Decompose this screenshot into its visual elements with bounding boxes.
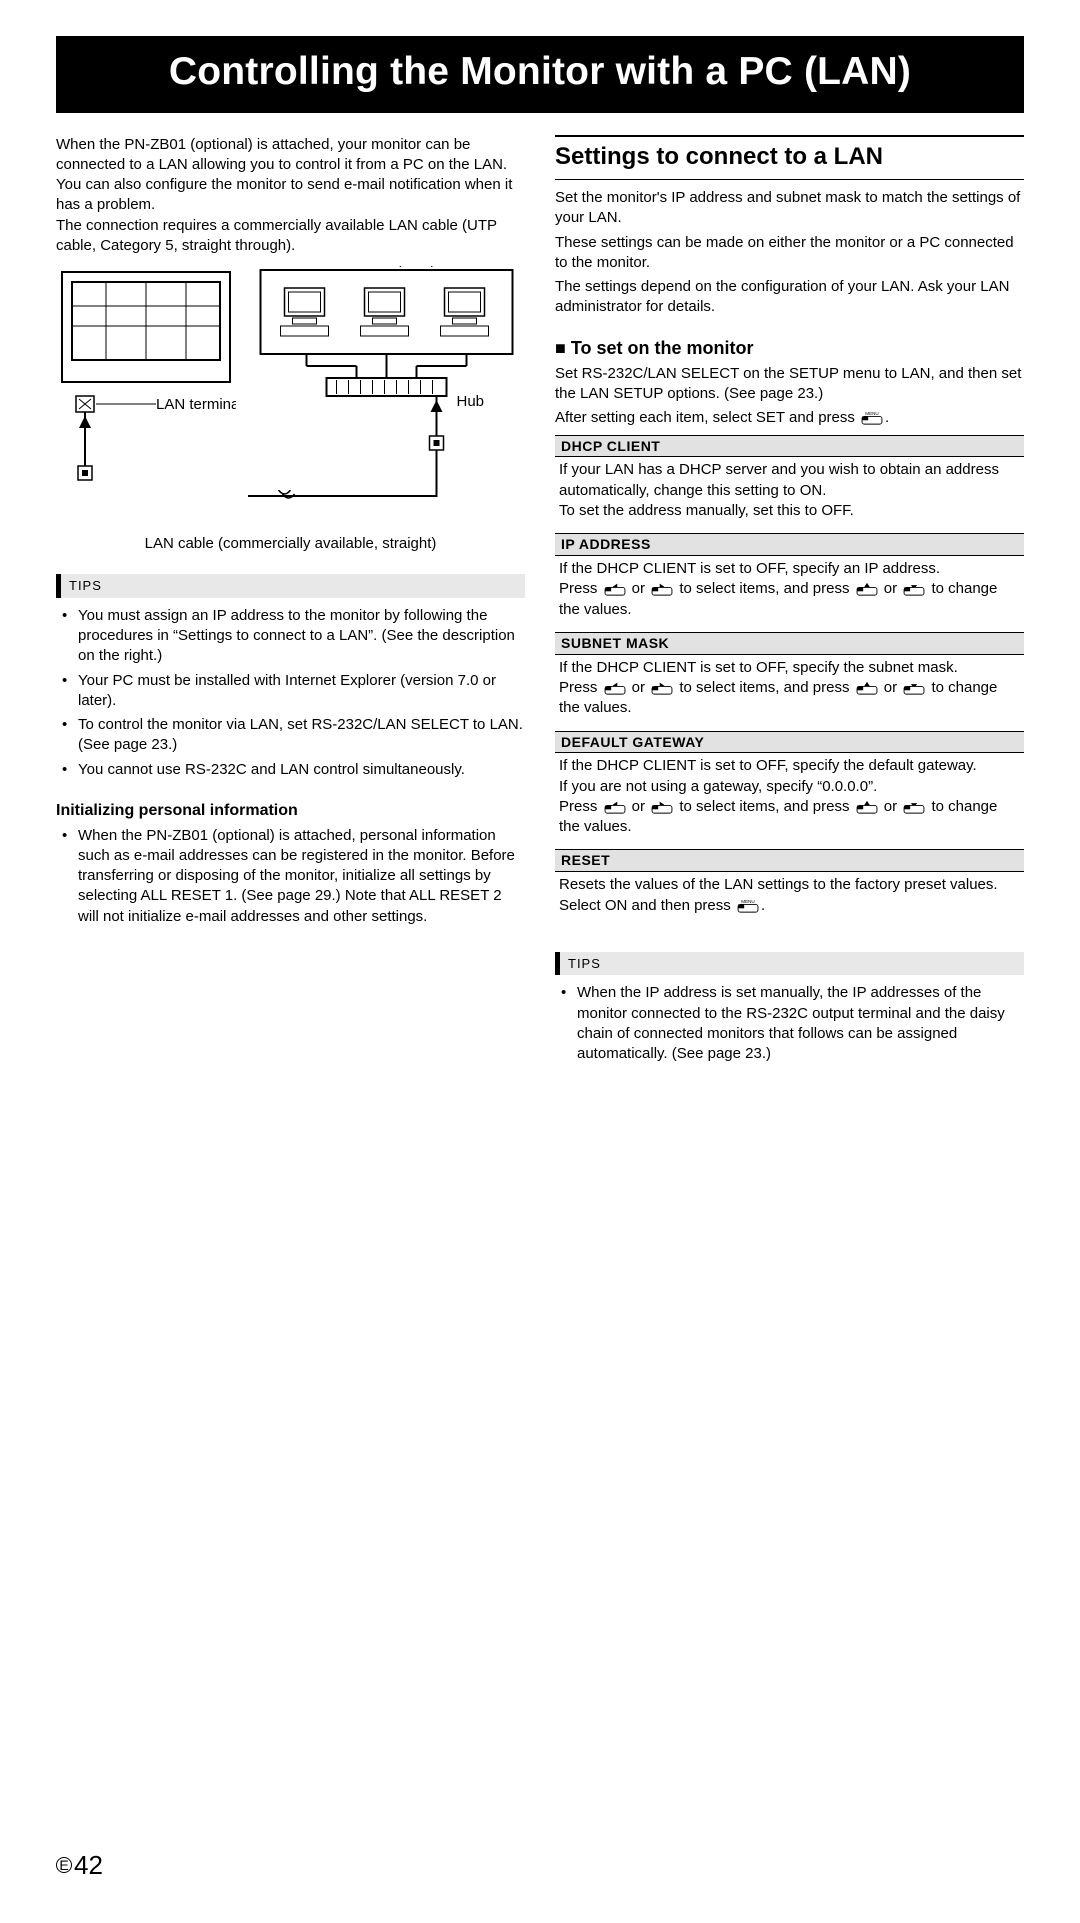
init-item: When the PN-ZB01 (optional) is attached,…	[62, 826, 525, 927]
svg-text:MENU: MENU	[865, 411, 878, 416]
two-column-layout: When the PN-ZB01 (optional) is attached,…	[56, 135, 1024, 1069]
setting-block: DEFAULT GATEWAYIf the DHCP CLIENT is set…	[555, 731, 1024, 844]
press-line: Press or to select items, and press or t…	[559, 579, 1020, 620]
setting-title: SUBNET MASK	[555, 632, 1024, 655]
page-prefix: E	[56, 1857, 72, 1873]
setting-block: IP ADDRESS If the DHCP CLIENT is set to O…	[555, 533, 1024, 626]
tip-item: You cannot use RS-232C and LAN control s…	[62, 760, 525, 780]
monitor-illustration: LAN terminal	[56, 266, 236, 486]
tips-header-left: TIPS	[56, 574, 525, 598]
setting-body: If the DHCP CLIENT is set to OFF, specif…	[555, 655, 1024, 725]
page-title-bar: Controlling the Monitor with a PC (LAN)	[56, 36, 1024, 113]
menu-button-icon: MENU	[735, 898, 761, 914]
right-intro-p: Set the monitor's IP address and subnet …	[555, 188, 1024, 229]
hub-label: Hub	[457, 393, 485, 410]
right-button-icon	[649, 799, 675, 815]
set-intro-1: Set RS-232C/LAN SELECT on the SETUP menu…	[555, 364, 1024, 405]
setting-block: SUBNET MASK If the DHCP CLIENT is set to …	[555, 632, 1024, 725]
up-button-icon	[854, 799, 880, 815]
setting-text: Select ON and then press MENU.	[559, 896, 1020, 916]
setting-body: If the DHCP CLIENT is set to OFF, specif…	[555, 556, 1024, 626]
setting-title: RESET	[555, 849, 1024, 872]
left-button-icon	[602, 680, 628, 696]
network-illustration: Network (LAN)	[248, 266, 525, 526]
lan-terminal-label: LAN terminal	[156, 396, 236, 413]
up-button-icon	[854, 680, 880, 696]
tips-header-right: TIPS	[555, 952, 1024, 976]
setting-title: DEFAULT GATEWAY	[555, 731, 1024, 754]
setting-text: If the DHCP CLIENT is set to OFF, specif…	[559, 559, 1020, 579]
left-column: When the PN-ZB01 (optional) is attached,…	[56, 135, 525, 1069]
press-line: Press or to select items, and press or t…	[559, 678, 1020, 719]
svg-text:MENU: MENU	[741, 898, 754, 903]
down-button-icon	[901, 581, 927, 597]
right-intro-p: The settings depend on the configuration…	[555, 277, 1024, 318]
page-title: Controlling the Monitor with a PC (LAN)	[169, 50, 911, 93]
setting-text: If your LAN has a DHCP server and you wi…	[559, 460, 1020, 501]
right-intro-p: These settings can be made on either the…	[555, 233, 1024, 274]
network-label: Network (LAN)	[337, 266, 435, 268]
tip-item: You must assign an IP address to the mon…	[62, 606, 525, 667]
setting-text: If the DHCP CLIENT is set to OFF, specif…	[559, 658, 1020, 678]
setting-title: IP ADDRESS	[555, 533, 1024, 556]
left-button-icon	[602, 799, 628, 815]
setting-text: To set the address manually, set this to…	[559, 501, 1020, 521]
page-number-value: 42	[74, 1850, 103, 1880]
left-intro: When the PN-ZB01 (optional) is attached,…	[56, 135, 525, 257]
section-heading: Settings to connect to a LAN	[555, 135, 1024, 180]
lan-diagram: LAN terminal Network (LAN)	[56, 266, 525, 554]
up-button-icon	[854, 581, 880, 597]
left-button-icon	[602, 581, 628, 597]
setting-block: DHCP CLIENTIf your LAN has a DHCP server…	[555, 435, 1024, 528]
right-button-icon	[649, 581, 675, 597]
right-column: Settings to connect to a LAN Set the mon…	[555, 135, 1024, 1069]
intro-p3: The connection requires a commercially a…	[56, 216, 525, 257]
diagram-caption: LAN cable (commercially available, strai…	[56, 534, 525, 554]
intro-p1: When the PN-ZB01 (optional) is attached,…	[56, 135, 525, 176]
to-set-heading: To set on the monitor	[555, 336, 1024, 360]
tip-item: Your PC must be installed with Internet …	[62, 671, 525, 712]
intro-p2: You can also configure the monitor to se…	[56, 175, 525, 216]
setting-text: If you are not using a gateway, specify …	[559, 777, 1020, 797]
down-button-icon	[901, 680, 927, 696]
setting-body: If the DHCP CLIENT is set to OFF, specif…	[555, 753, 1024, 843]
menu-button-icon: MENU	[859, 410, 885, 426]
left-tips-list: You must assign an IP address to the mon…	[62, 606, 525, 780]
init-list: When the PN-ZB01 (optional) is attached,…	[62, 826, 525, 927]
down-button-icon	[901, 799, 927, 815]
setting-text: If the DHCP CLIENT is set to OFF, specif…	[559, 756, 1020, 776]
set-intro-2a: After setting each item, select SET and …	[555, 409, 859, 426]
page-number: E42	[56, 1848, 1024, 1883]
setting-title: DHCP CLIENT	[555, 435, 1024, 458]
right-tips-list: When the IP address is set manually, the…	[561, 983, 1024, 1064]
right-button-icon	[649, 680, 675, 696]
setting-body: Resets the values of the LAN settings to…	[555, 872, 1024, 922]
setting-block: RESET Resets the values of the LAN settin…	[555, 849, 1024, 921]
tip-item: When the IP address is set manually, the…	[561, 983, 1024, 1064]
set-intro-2b: .	[885, 409, 889, 426]
setting-text: Resets the values of the LAN settings to…	[559, 875, 1020, 895]
setting-body: If your LAN has a DHCP server and you wi…	[555, 457, 1024, 527]
tip-item: To control the monitor via LAN, set RS-2…	[62, 715, 525, 756]
press-line: Press or to select items, and press or t…	[559, 797, 1020, 838]
set-intro-2: After setting each item, select SET and …	[555, 408, 1024, 428]
settings-list: DHCP CLIENTIf your LAN has a DHCP server…	[555, 435, 1024, 922]
init-heading: Initializing personal information	[56, 800, 525, 822]
